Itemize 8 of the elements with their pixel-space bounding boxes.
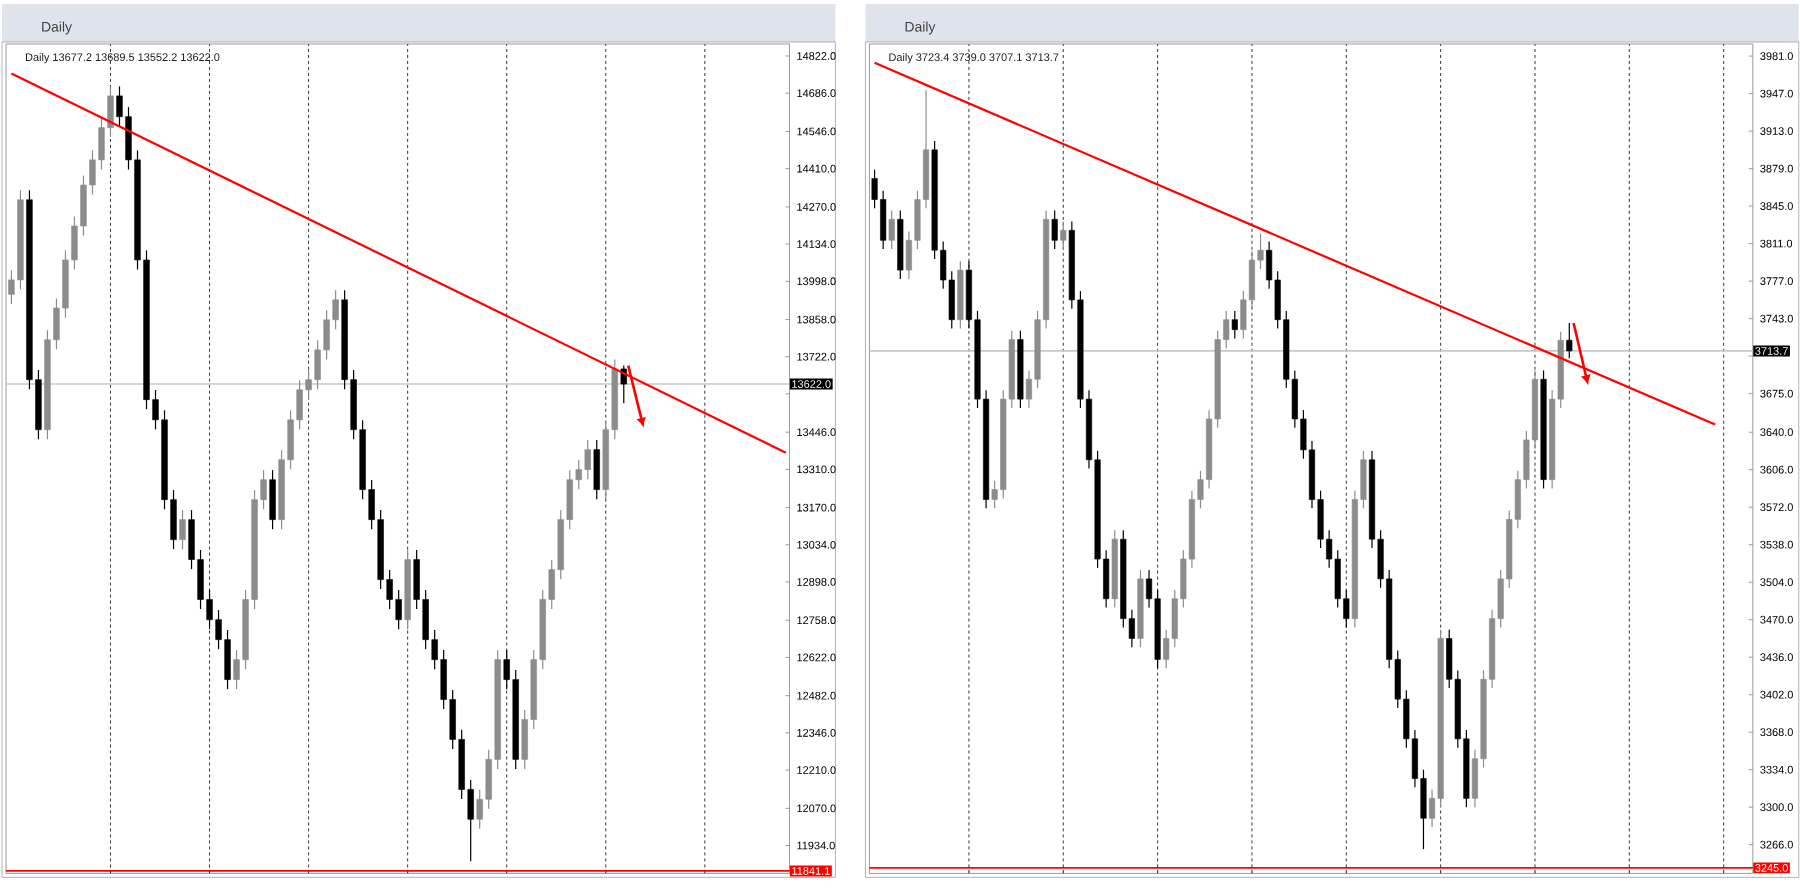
- candlestick: [593, 439, 600, 501]
- candlestick: [269, 470, 276, 531]
- candlestick: [1231, 310, 1238, 340]
- candlestick: [1566, 322, 1573, 360]
- candlestick: [1051, 210, 1058, 251]
- candlestick: [1060, 221, 1067, 251]
- candlestick: [179, 509, 186, 551]
- candlestick: [888, 210, 895, 251]
